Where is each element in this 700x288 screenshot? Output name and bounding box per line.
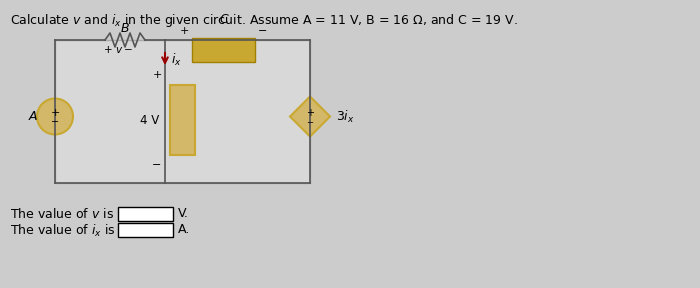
Text: +: + <box>306 107 314 118</box>
Text: A.: A. <box>178 223 190 236</box>
Text: +: + <box>104 45 112 55</box>
Text: A: A <box>29 110 37 123</box>
Text: +: + <box>179 26 189 36</box>
Bar <box>192 38 255 62</box>
Text: C: C <box>219 13 228 26</box>
Text: −: − <box>51 118 59 128</box>
Text: −: − <box>153 160 162 170</box>
Bar <box>118 223 173 237</box>
Text: +: + <box>153 70 162 80</box>
Text: +: + <box>50 109 60 118</box>
Text: 4 V: 4 V <box>141 113 160 126</box>
Bar <box>118 207 173 221</box>
Circle shape <box>37 98 73 134</box>
Text: $3i_x$: $3i_x$ <box>336 109 355 124</box>
Polygon shape <box>290 96 330 137</box>
Text: The value of $i_x$ is: The value of $i_x$ is <box>10 223 116 239</box>
Bar <box>170 85 195 155</box>
Text: The value of $v$ is: The value of $v$ is <box>10 207 114 221</box>
Text: Calculate $v$ and $i_x$ in the given circuit. Assume A = 11 V, B = 16 $\Omega$, : Calculate $v$ and $i_x$ in the given cir… <box>10 12 518 29</box>
Text: −: − <box>307 118 314 127</box>
Text: v: v <box>115 45 121 55</box>
Text: V.: V. <box>178 207 189 220</box>
Text: B: B <box>120 22 130 35</box>
Text: −: − <box>124 45 132 55</box>
Text: $i_x$: $i_x$ <box>171 52 182 68</box>
Bar <box>55 40 310 183</box>
Text: −: − <box>258 26 267 36</box>
